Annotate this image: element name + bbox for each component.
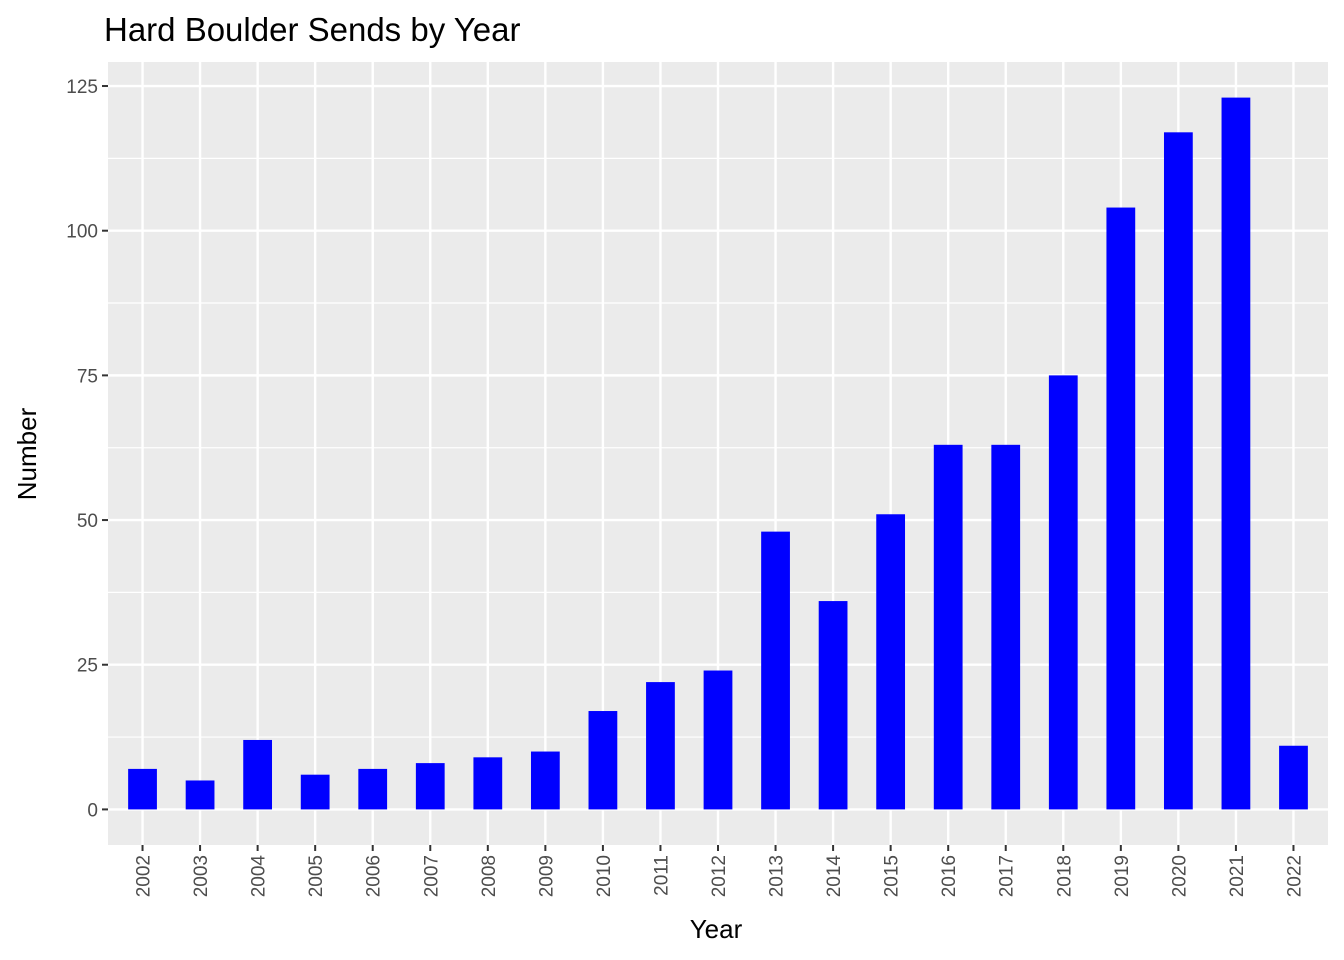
y-tick-label: 0 [87,800,98,821]
x-tick-label: 2021 [1227,855,1248,897]
bar-2004 [243,739,273,810]
y-tick-label: 50 [77,511,98,532]
x-tick-label: 2004 [249,855,270,898]
x-tick-label: 2022 [1284,855,1305,897]
y-axis: 0 25 50 75 100 125 [66,77,108,821]
x-tick-label: 2002 [134,855,155,897]
bar-2009 [530,751,560,810]
x-tick-label: 2003 [191,855,212,897]
bar-2022 [1279,745,1308,810]
bar-2011 [646,682,675,810]
bar-2017 [991,444,1021,810]
x-tick-label: 2012 [709,855,730,897]
x-tick-label: 2017 [997,855,1018,897]
bar-2018 [1048,375,1078,810]
x-tick-label: 2008 [479,855,500,897]
chart-title: Hard Boulder Sends by Year [104,11,520,48]
bar-2003 [185,780,215,810]
y-tick-label: 100 [66,222,98,243]
x-tick-label: 2014 [824,855,845,898]
y-axis-title: Number [12,407,42,500]
x-tick-label: 2019 [1112,855,1133,897]
y-tick-label: 125 [66,77,98,98]
bar-2020 [1163,132,1193,810]
bar-2010 [588,711,618,810]
bar-2014 [818,601,848,810]
x-tick-label: 2018 [1054,855,1075,897]
x-axis: 2002 2003 2004 2005 2006 2007 2008 2009 2010 2011… [134,845,1305,898]
bars [128,97,1308,810]
x-tick-label: 2005 [306,855,327,897]
bar-2015 [876,514,906,810]
bar-2013 [761,531,790,810]
bar-2005 [300,774,330,810]
bar-2002 [128,768,157,810]
x-tick-label: 2010 [594,855,615,897]
bar-2007 [415,763,445,810]
x-tick-label: 2007 [421,855,442,897]
x-tick-label: 2013 [767,855,788,897]
x-axis-title: Year [690,914,743,944]
bar-2019 [1106,207,1136,810]
y-tick-label: 75 [77,366,98,387]
bar-2021 [1221,97,1251,810]
bar-2006 [358,768,388,810]
x-tick-label: 2020 [1169,855,1190,897]
x-tick-label: 2015 [882,855,903,897]
x-tick-label: 2016 [939,855,960,897]
bar-2016 [933,444,963,810]
y-tick-label: 25 [77,656,98,677]
x-tick-label: 2011 [651,855,672,896]
bar-2012 [703,670,733,810]
x-tick-label: 2006 [364,855,385,897]
x-tick-label: 2009 [536,855,557,897]
bar-2008 [473,757,503,810]
